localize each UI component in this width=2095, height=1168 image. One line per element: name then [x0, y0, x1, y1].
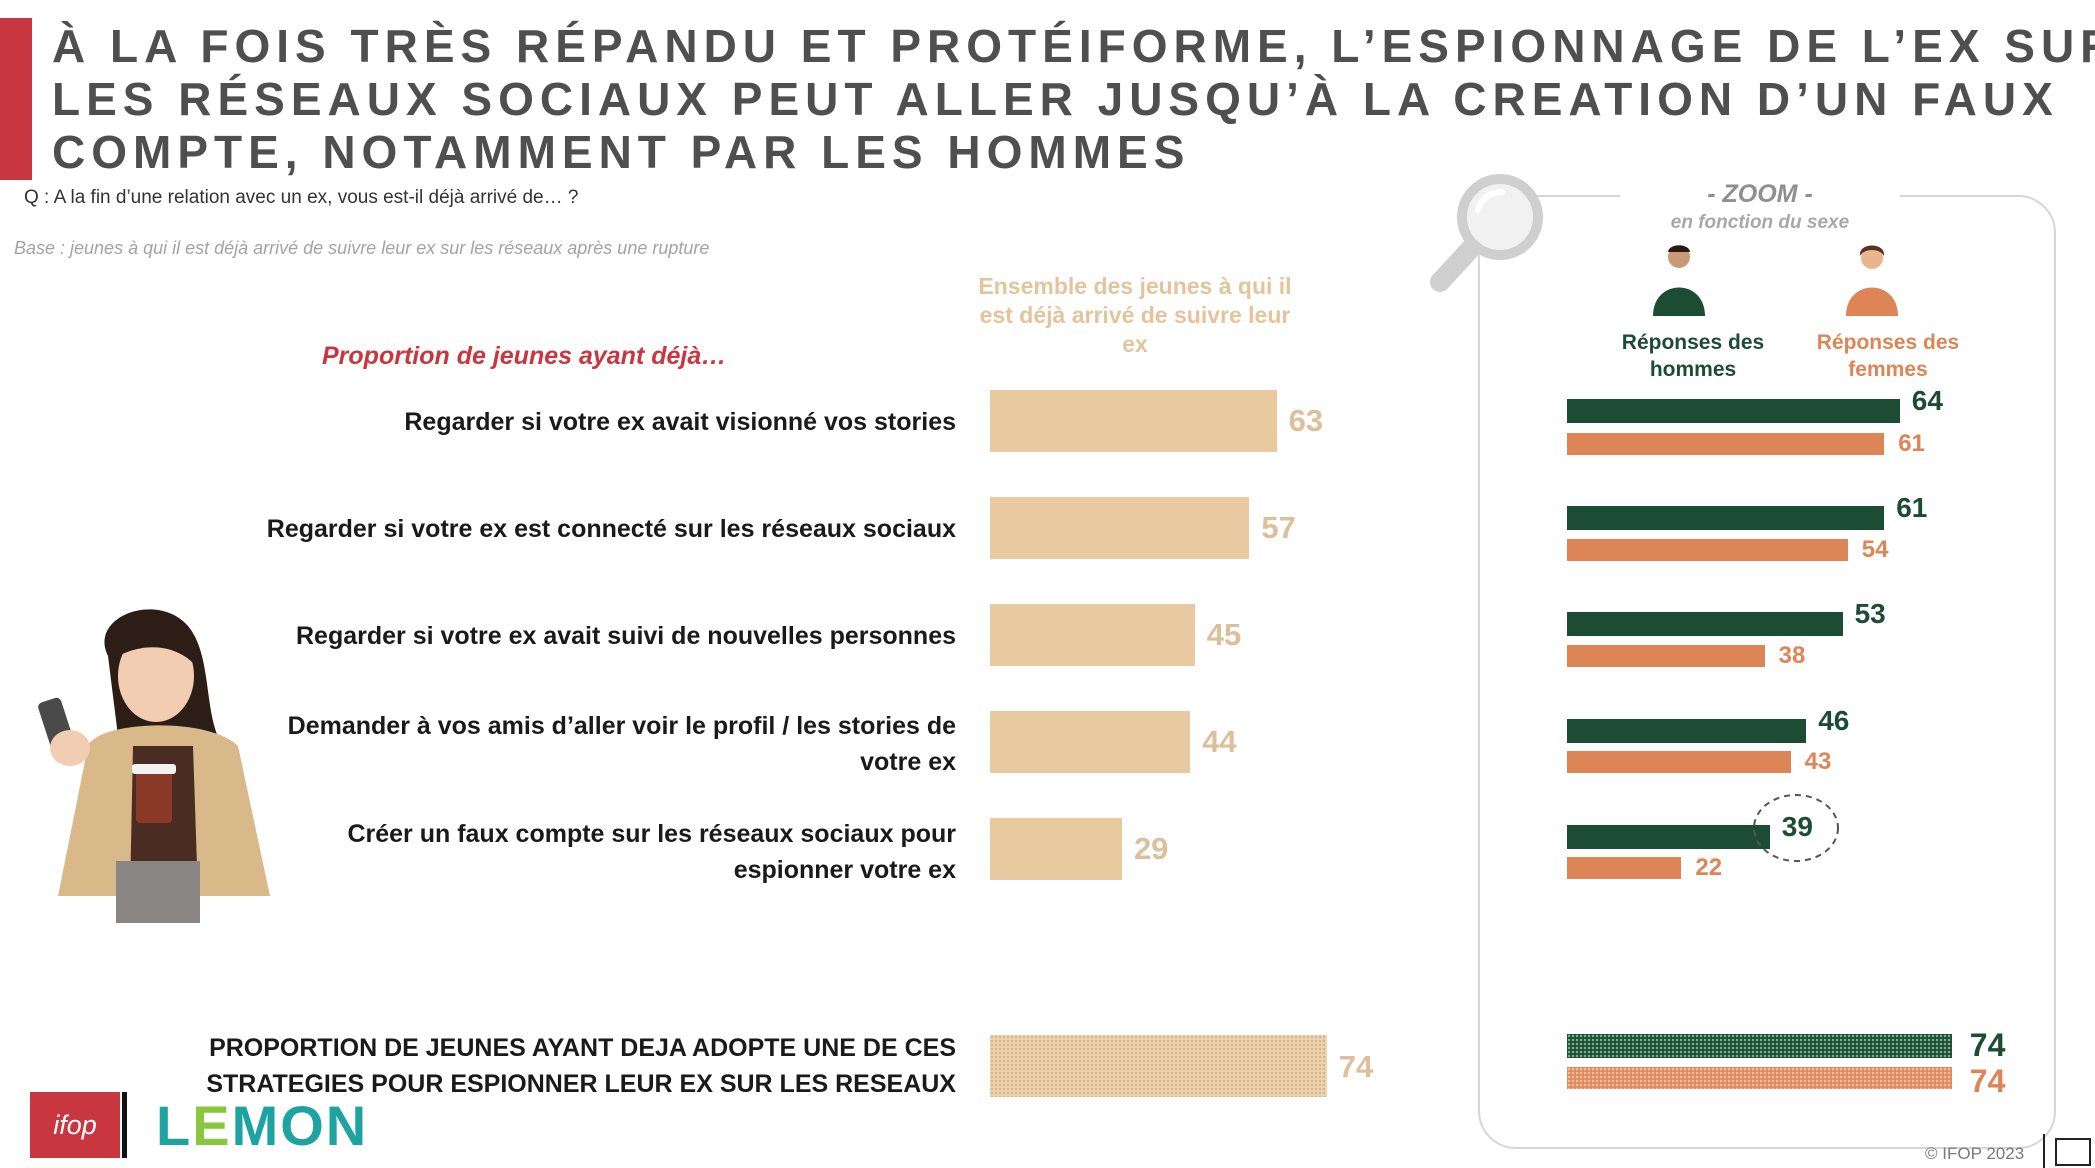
- overall-value: 45: [1206, 617, 1242, 652]
- women-bar: [1567, 433, 1885, 455]
- face-shape: [118, 630, 194, 722]
- pants-shape: [116, 861, 200, 923]
- overall-bar: [990, 711, 1191, 773]
- men-value: 39: [1781, 811, 1813, 842]
- overall-value: 63: [1288, 403, 1324, 438]
- overall-total-bar: [990, 1035, 1327, 1097]
- overall-value: 57: [1261, 510, 1296, 545]
- title-line-3: COMPTE, NOTAMMENT PAR LES HOMMES: [52, 126, 1191, 178]
- zoom-title: - ZOOM -: [1620, 180, 1900, 209]
- overall-value: 44: [1202, 724, 1237, 759]
- fringe-shape: [118, 629, 196, 666]
- title-line-1: À LA FOIS TRÈS RÉPANDU ET PROTÉIFORME, L…: [52, 20, 2095, 72]
- men-value: 46: [1818, 705, 1850, 736]
- highlight-dashed-circle: [1753, 794, 1839, 862]
- category-label: Regarder si votre ex avait suivi de nouv…: [296, 622, 956, 650]
- overall-value: 29: [1133, 831, 1169, 866]
- men-value: 61: [1896, 492, 1928, 523]
- overall-bar: [990, 497, 1250, 559]
- overall-column-header: Ensemble des jeunes à qui il est déjà ar…: [978, 273, 1292, 357]
- woman-avatar-icon: [1846, 245, 1898, 316]
- overall-total-value: 74: [1338, 1049, 1374, 1084]
- lemon-logo: LEMON: [156, 1094, 369, 1157]
- overall-bar: [990, 604, 1195, 666]
- men-total-bar: [1567, 1034, 1952, 1058]
- women-bar: [1567, 751, 1791, 773]
- men-total-value: 74: [1969, 1027, 2006, 1063]
- magnifier-icon: [1430, 174, 1543, 292]
- survey-base: Base : jeunes à qui il est déjà arrivé d…: [14, 238, 710, 258]
- legend-women-label: Réponses des femmes: [1816, 331, 1960, 381]
- men-bar: [1567, 719, 1807, 743]
- women-bar: [1567, 645, 1765, 667]
- men-value: 64: [1911, 385, 1943, 416]
- overall-bar: [990, 818, 1122, 880]
- title-line-2: LES RÉSEAUX SOCIAUX PEUT ALLER JUSQU’À L…: [52, 73, 2059, 125]
- men-bar: [1567, 612, 1843, 636]
- women-value: 22: [1695, 854, 1723, 881]
- category-label: Regarder si votre ex avait visionné vos …: [404, 408, 956, 436]
- women-value: 54: [1861, 536, 1889, 563]
- women-bar: [1567, 857, 1682, 879]
- survey-question: Q : A la fin d’une relation avec un ex, …: [24, 187, 579, 208]
- woman-phone-illustration: [38, 609, 270, 923]
- legend-men-label: Réponses des hommes: [1621, 331, 1765, 381]
- men-bar: [1567, 825, 1770, 849]
- category-label: Demander à vos amis d’aller voir le prof…: [287, 712, 956, 776]
- men-bar: [1567, 399, 1900, 423]
- corner-box: [2055, 1138, 2091, 1166]
- women-value: 43: [1804, 748, 1832, 775]
- proportion-label: Proportion de jeunes ayant déjà…: [322, 342, 727, 370]
- copyright: © IFOP 2023: [1925, 1144, 2025, 1163]
- man-avatar-icon: [1653, 245, 1705, 316]
- page-title: À LA FOIS TRÈS RÉPANDU ET PROTÉIFORME, L…: [52, 20, 2095, 179]
- women-value: 61: [1898, 430, 1925, 457]
- overall-bar: [990, 390, 1277, 452]
- hand-shape: [50, 730, 90, 766]
- women-total-value: 74: [1969, 1063, 2006, 1099]
- corner-divider: [2043, 1134, 2045, 1168]
- category-label: Créer un faux compte sur les réseaux soc…: [347, 820, 956, 884]
- total-label: PROPORTION DE JEUNES AYANT DEJA ADOPTE U…: [206, 1034, 956, 1098]
- women-bar: [1567, 539, 1848, 561]
- women-value: 38: [1778, 642, 1806, 669]
- coffee-cup-shape: [136, 771, 172, 823]
- ifop-logo: ifop: [30, 1092, 120, 1158]
- logo-divider: [122, 1092, 127, 1158]
- zoom-subtitle: en fonction du sexe: [1670, 212, 1850, 233]
- men-bar: [1567, 506, 1885, 530]
- women-total-bar: [1567, 1067, 1952, 1089]
- category-label: Regarder si votre ex est connecté sur le…: [266, 515, 956, 543]
- coffee-lid-shape: [132, 764, 176, 774]
- men-value: 53: [1854, 598, 1886, 629]
- title-accent-stripe: [0, 18, 32, 180]
